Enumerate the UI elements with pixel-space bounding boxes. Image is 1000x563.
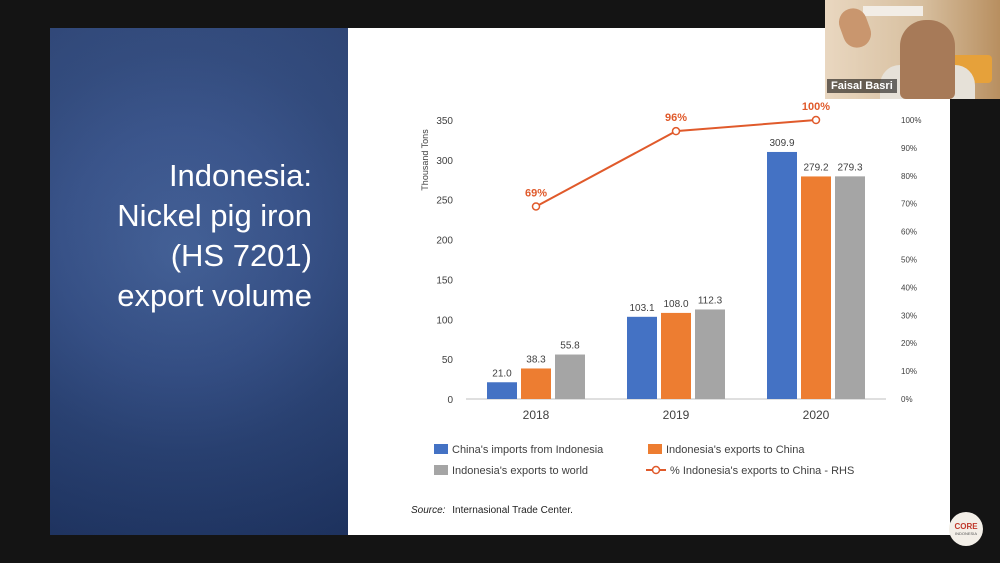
line-point bbox=[811, 115, 821, 125]
legend-label: % Indonesia's exports to China - RHS bbox=[670, 465, 854, 477]
line-value-label: 100% bbox=[802, 101, 830, 113]
legend-label: Indonesia's exports to world bbox=[452, 465, 588, 477]
bar bbox=[521, 368, 551, 399]
bar-value-label: 112.3 bbox=[698, 295, 723, 306]
legend-swatch bbox=[648, 444, 662, 454]
y-axis-right: 0% 10% 20% 30% 40% 50% 60% 70% 80% 90% 100% bbox=[901, 116, 921, 404]
x-tick-label: 2020 bbox=[803, 408, 830, 422]
y-tick-label: 200 bbox=[436, 236, 453, 247]
y-tick-label: 250 bbox=[436, 196, 453, 207]
x-tick-label: 2018 bbox=[523, 408, 550, 422]
legend-swatch bbox=[434, 465, 448, 475]
y2-tick-label: 40% bbox=[901, 283, 917, 292]
line-value-label: 96% bbox=[665, 112, 687, 124]
bar bbox=[835, 176, 865, 399]
bar bbox=[695, 309, 725, 399]
y2-tick-label: 60% bbox=[901, 228, 917, 237]
participant-video bbox=[900, 20, 955, 99]
bar-value-label: 279.2 bbox=[803, 162, 828, 173]
slide-title-line-4: export volume bbox=[117, 278, 312, 313]
chart-legend: China's imports from Indonesia Indonesia'… bbox=[434, 444, 854, 477]
y2-tick-label: 10% bbox=[901, 367, 917, 376]
legend-swatch bbox=[434, 444, 448, 454]
participant-video-tile[interactable]: Faisal Basri bbox=[825, 0, 1000, 99]
source-text: Internasional Trade Center. bbox=[452, 505, 573, 516]
zoom-watermark: zoom bbox=[803, 488, 922, 537]
bar-value-label: 103.1 bbox=[629, 303, 654, 314]
bar-series-group: 21.0 103.1 309.9 38.3 108.0 279.2 55.8 112.3 279… bbox=[487, 138, 865, 399]
bar-value-label: 38.3 bbox=[526, 354, 546, 365]
legend-label: Indonesia's exports to China bbox=[666, 444, 805, 456]
bar-value-label: 55.8 bbox=[560, 341, 580, 352]
bar bbox=[487, 382, 517, 399]
source-label: Source: bbox=[411, 505, 446, 516]
x-tick-label: 2019 bbox=[663, 408, 690, 422]
svg-text:Source: Internasional Tr: Source: Internasional Trade Center. bbox=[411, 505, 573, 516]
x-axis: 2018 2019 2020 bbox=[466, 398, 886, 422]
y-tick-label: 350 bbox=[436, 116, 453, 127]
line-series-group: 69% 96% 100% bbox=[525, 101, 830, 211]
bar bbox=[767, 151, 797, 399]
bar bbox=[627, 316, 657, 399]
participant-name: Faisal Basri bbox=[827, 79, 897, 93]
legend-line-marker bbox=[651, 465, 661, 475]
y-tick-label: 300 bbox=[436, 156, 453, 167]
y2-tick-label: 30% bbox=[901, 311, 917, 320]
bar bbox=[555, 354, 585, 399]
slide-title-line-3: (HS 7201) bbox=[170, 238, 312, 273]
line-point bbox=[531, 202, 541, 211]
slide-title: Indonesia: Nickel pig iron (HS 7201) exp… bbox=[52, 156, 312, 316]
y-axis-left: 0 50 100 150 200 250 300 350 bbox=[436, 116, 453, 406]
y2-tick-label: 90% bbox=[901, 144, 917, 153]
background-banner bbox=[863, 6, 923, 16]
export-volume-chart: 0 50 100 150 200 250 300 350 0% 10% 20% 30% 40% 50% 6… bbox=[411, 101, 921, 516]
bar-value-label: 309.9 bbox=[769, 138, 794, 149]
y2-tick-label: 70% bbox=[901, 200, 917, 209]
y-tick-label: 150 bbox=[436, 275, 453, 286]
bar-value-label: 108.0 bbox=[663, 299, 688, 310]
y-axis-title: Thousand Tons bbox=[420, 129, 430, 191]
line-point bbox=[671, 126, 681, 136]
slide-title-line-1: Indonesia: bbox=[168, 158, 312, 193]
legend-label: China's imports from Indonesia bbox=[452, 444, 604, 456]
y-tick-label: 100 bbox=[436, 315, 453, 326]
slide-title-panel: Indonesia: Nickel pig iron (HS 7201) exp… bbox=[50, 28, 348, 535]
y-tick-label: 0 bbox=[447, 395, 453, 406]
presentation-slide: Indonesia: Nickel pig iron (HS 7201) exp… bbox=[50, 28, 950, 535]
y2-tick-label: 100% bbox=[901, 116, 921, 125]
line-value-label: 69% bbox=[525, 187, 547, 199]
bar bbox=[661, 312, 691, 399]
bar bbox=[801, 176, 831, 399]
y2-tick-label: 0% bbox=[901, 395, 913, 404]
bar-value-label: 279.3 bbox=[837, 162, 862, 173]
slide-title-line-2: Nickel pig iron bbox=[117, 198, 312, 233]
y-tick-label: 50 bbox=[442, 355, 454, 366]
y2-tick-label: 20% bbox=[901, 339, 917, 348]
bar-value-label: 21.0 bbox=[492, 368, 512, 379]
core-indonesia-logo: CORE INDONESIA bbox=[949, 512, 983, 546]
y2-tick-label: 50% bbox=[901, 256, 917, 265]
y2-tick-label: 80% bbox=[901, 172, 917, 181]
